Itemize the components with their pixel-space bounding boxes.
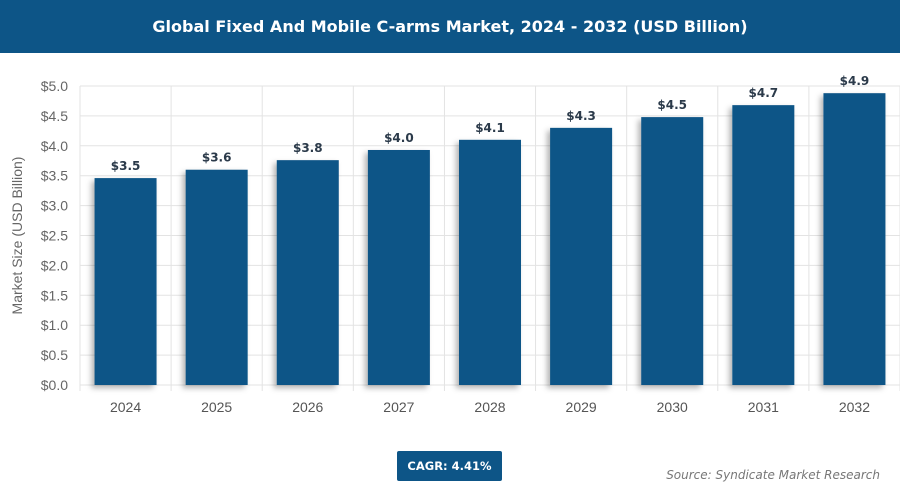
- y-tick-label: $0.0: [41, 377, 68, 393]
- y-axis-label: Market Size (USD Billion): [9, 157, 25, 315]
- chart-title: Global Fixed And Mobile C-arms Market, 2…: [0, 0, 900, 53]
- bar-2028: [459, 139, 521, 385]
- x-tick-label: 2031: [748, 399, 779, 415]
- bar-2032: [823, 93, 886, 385]
- y-tick-label: $4.0: [41, 138, 68, 154]
- data-label: $3.5: [111, 159, 141, 173]
- bar-2026: [276, 160, 339, 385]
- y-tick-label: $1.5: [41, 287, 68, 303]
- x-tick-label: 2026: [292, 399, 323, 415]
- x-tick-label: 2024: [110, 399, 141, 415]
- x-tick-label: 2029: [566, 399, 597, 415]
- y-tick-label: $1.0: [41, 317, 68, 333]
- bar-2030: [641, 117, 704, 385]
- data-label: $4.7: [749, 86, 779, 100]
- data-label: $4.0: [384, 131, 414, 145]
- bar-2029: [550, 127, 613, 386]
- bar-2031: [732, 105, 795, 386]
- bar-2025: [185, 169, 248, 385]
- x-tick-label: 2030: [657, 399, 688, 415]
- x-tick-label: 2032: [839, 399, 870, 415]
- x-tick-label: 2028: [474, 399, 505, 415]
- data-label: $4.1: [475, 121, 505, 135]
- source-note: Source: Syndicate Market Research: [666, 468, 880, 482]
- data-label: $3.6: [202, 151, 232, 165]
- y-tick-label: $5.0: [41, 78, 68, 94]
- data-label: $4.3: [566, 109, 596, 123]
- y-tick-label: $3.0: [41, 198, 68, 214]
- x-tick-label: 2027: [383, 399, 414, 415]
- cagr-badge: CAGR: 4.41%: [397, 451, 502, 481]
- bar-chart: $0.0 $0.5 $1.0 $1.5 $2.0 $2.5 $3.0 $3.5 $4.0 $4.5…: [9, 74, 900, 415]
- bar-2024: [94, 178, 157, 385]
- data-label: $4.5: [657, 98, 687, 112]
- y-tick-label: $2.5: [41, 228, 68, 244]
- y-tick-label: $4.5: [41, 108, 68, 124]
- y-tick-label: $3.5: [41, 168, 68, 184]
- x-tick-label: 2025: [201, 399, 232, 415]
- data-label: $4.9: [840, 74, 870, 88]
- y-tick-label: $2.0: [41, 257, 68, 273]
- bar-2027: [367, 149, 430, 385]
- data-label: $3.8: [293, 141, 323, 155]
- y-tick-label: $0.5: [41, 347, 68, 363]
